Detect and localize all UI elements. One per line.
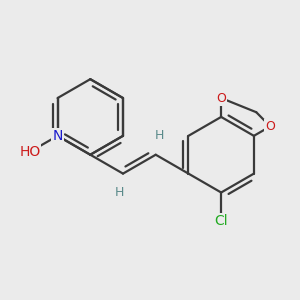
Text: H: H [115, 186, 124, 199]
Text: H: H [154, 129, 164, 142]
Text: N: N [52, 129, 63, 143]
Text: HO: HO [19, 145, 40, 159]
Text: O: O [216, 92, 226, 105]
Text: Cl: Cl [214, 214, 228, 228]
Text: O: O [265, 120, 275, 133]
